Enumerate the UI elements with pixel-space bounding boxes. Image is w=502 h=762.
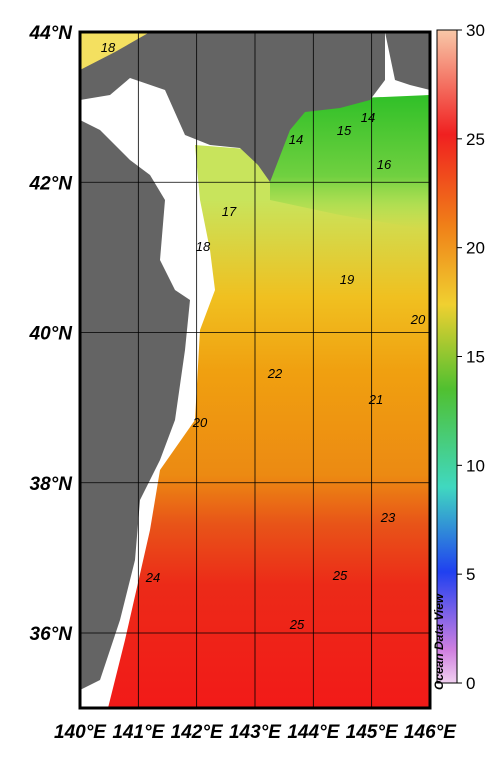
contour-label: 20 [192,415,208,430]
colorbar-label: 20 [466,239,485,258]
colorbar [436,29,458,684]
colorbar-label: 5 [466,565,475,584]
lon-label: 143°E [229,722,282,743]
land [385,32,430,90]
lon-label: 145°E [346,722,399,743]
contour-label: 20 [410,312,426,327]
cold-water [270,95,430,230]
ocean [108,95,430,708]
contour-label: 25 [289,617,305,632]
colorbar-label: 0 [466,674,475,693]
lon-label: 144°E [287,722,340,743]
lon-label: 146°E [404,722,457,743]
contour-label: 25 [332,568,348,583]
land [80,32,385,182]
lat-label: 44°N [29,23,74,44]
contour-label: 14 [289,132,303,147]
colorbar-label: 30 [466,21,485,40]
contour-label: 16 [377,157,392,172]
contour-label: 14 [361,110,375,125]
watermark: Ocean Data View [432,593,446,690]
contour-label: 19 [340,272,354,287]
contour-label: 18 [196,239,211,254]
lon-label: 142°E [171,722,224,743]
contour-label: 17 [222,204,237,219]
lat-label: 36°N [30,624,74,645]
contour-label: 21 [368,392,383,407]
contour-label: 18 [101,40,116,55]
lon-label: 141°E [112,722,165,743]
contour-label: 15 [337,123,352,138]
lat-label: 42°N [29,173,74,194]
colorbar-label: 10 [466,456,485,475]
colorbar-label: 25 [466,130,485,149]
contour-label: 24 [145,570,160,585]
contour-label: 23 [380,510,396,525]
contour-label: 22 [267,366,283,381]
lat-label: 38°N [30,474,74,495]
lon-label: 140°E [54,722,107,743]
lat-label: 40°N [29,324,74,345]
land [80,120,190,690]
frame [78,30,432,710]
colorbar-label: 15 [466,348,485,367]
